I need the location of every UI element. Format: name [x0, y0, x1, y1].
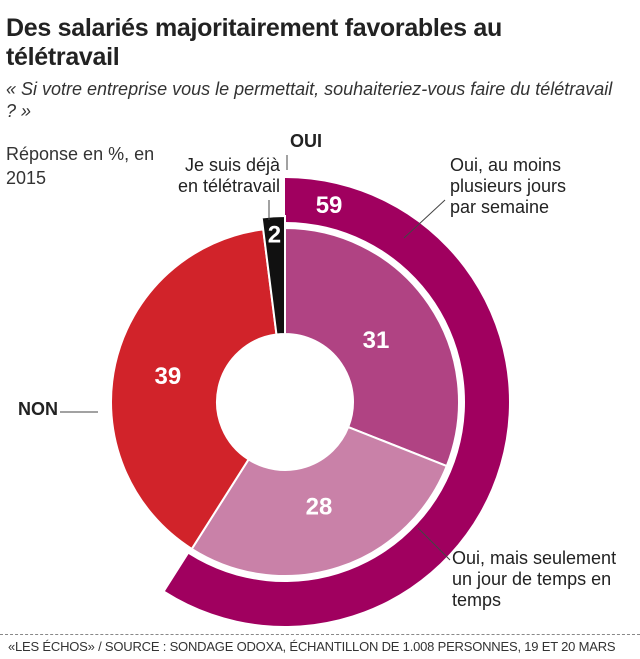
- label-oui: OUI: [290, 131, 323, 151]
- source-note: «LES ÉCHOS» / SOURCE : SONDAGE ODOXA, ÉC…: [8, 639, 616, 654]
- footer-divider: [0, 634, 640, 635]
- chart-title: Des salariés majoritairement favorables …: [6, 14, 502, 71]
- slice-2: [110, 228, 278, 551]
- slice-1: [190, 425, 449, 577]
- slice-outer-oui: [164, 178, 509, 626]
- data-label-oui: 59: [316, 192, 343, 219]
- slice-0: [284, 226, 460, 468]
- label-plusieurs-jours: Oui, au moins plusieurs jours par semain…: [450, 155, 567, 217]
- data-label-3: 2: [268, 221, 281, 248]
- data-label-0: 31: [363, 327, 390, 354]
- chart-subtitle: « Si votre entreprise vous le permettait…: [6, 79, 613, 121]
- label-non: NON: [18, 399, 58, 419]
- data-label-1: 28: [306, 494, 333, 521]
- label-un-jour: Oui, mais seulement un jour de temps en …: [452, 548, 617, 610]
- data-label-2: 39: [155, 363, 182, 390]
- leader-line-3: [403, 199, 446, 239]
- leader-line-4: [417, 527, 451, 561]
- unit-note: Réponse en %, en 2015: [6, 144, 155, 188]
- label-deja: Je suis déjà en télétravail: [177, 155, 280, 196]
